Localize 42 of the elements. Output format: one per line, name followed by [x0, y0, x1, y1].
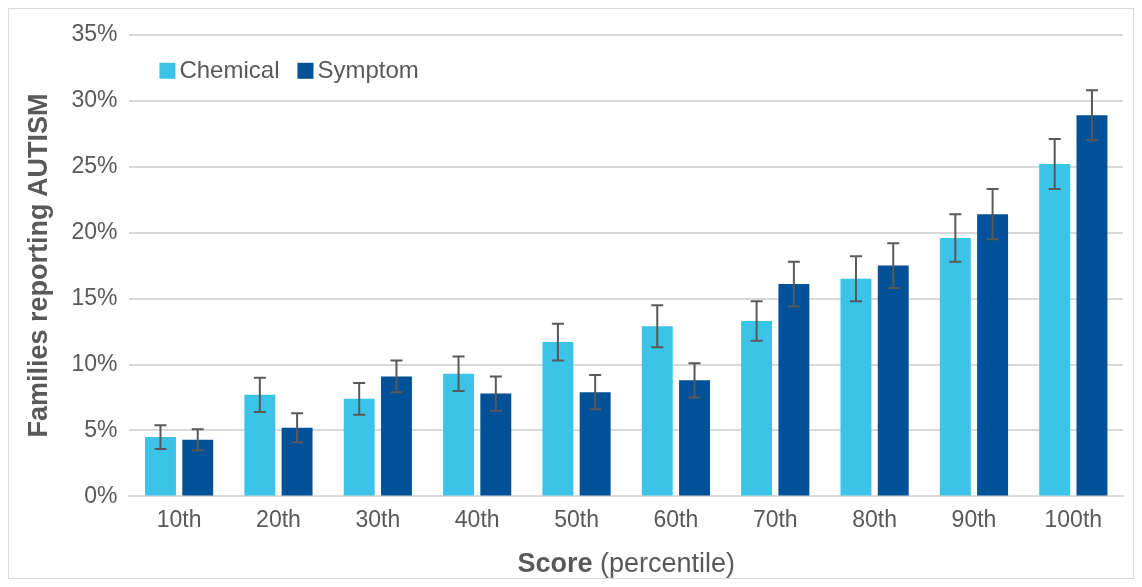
bar: [380, 376, 412, 496]
bar: [641, 326, 673, 496]
y-tick-label: 15%: [71, 283, 118, 310]
y-tick-label: 5%: [84, 415, 118, 442]
bar: [939, 237, 971, 496]
legend-label: Chemical: [179, 56, 280, 84]
x-tick-label: 10th: [156, 505, 202, 532]
bar: [443, 373, 475, 496]
bar: [244, 394, 276, 496]
bar: [1076, 115, 1108, 496]
bar: [579, 392, 611, 496]
bar: [741, 320, 773, 496]
x-tick-label: 70th: [752, 505, 798, 532]
x-tick-label: 30th: [355, 505, 401, 532]
y-tick-label: 10%: [71, 349, 118, 376]
bar: [145, 437, 176, 496]
y-tick-label: 30%: [71, 86, 118, 113]
bar: [343, 398, 375, 496]
legend-label: Symptom: [317, 56, 419, 84]
bar: [542, 342, 574, 496]
y-tick-label: 20%: [71, 217, 118, 244]
x-tick-label: 100th: [1044, 505, 1103, 532]
bar: [877, 265, 909, 496]
bar: [1039, 164, 1071, 496]
x-tick-label: 90th: [951, 505, 997, 532]
x-tick-label: 20th: [256, 505, 301, 532]
bar: [679, 380, 710, 496]
y-tick-label: 25%: [71, 152, 118, 179]
x-tick-label: 40th: [454, 505, 500, 532]
bar: [281, 427, 313, 496]
x-tick-label: 60th: [653, 505, 699, 532]
y-tick-label: 0%: [84, 481, 118, 508]
bar: [977, 214, 1009, 496]
x-tick-label: 80th: [852, 505, 897, 532]
bar: [182, 439, 214, 496]
bar: [778, 284, 810, 496]
x-axis-title: Score (percentile): [517, 548, 736, 578]
y-tick-label: 35%: [71, 20, 118, 47]
bar: [480, 393, 512, 496]
y-axis-title: Families reporting AUTISM: [22, 93, 53, 438]
bar: [840, 278, 872, 496]
x-tick-label: 50th: [554, 505, 599, 532]
